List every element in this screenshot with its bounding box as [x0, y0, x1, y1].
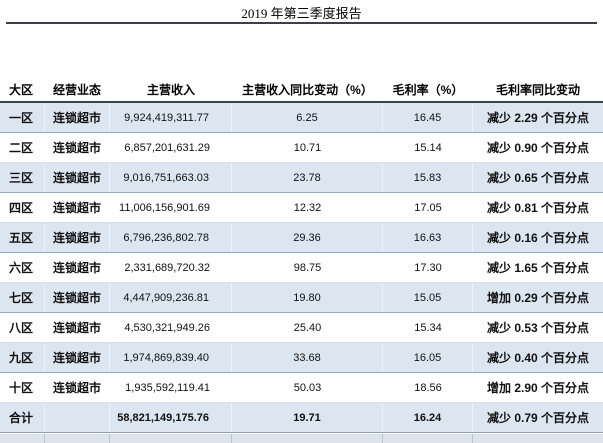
- cell-revenue: 4,447,909,236.81: [110, 283, 232, 312]
- table-row: 四区 连锁超市 11,006,156,901.69 12.32 17.05 减少…: [0, 193, 603, 223]
- cell-revenue: 1,935,592,119.41: [125, 381, 210, 394]
- cell-region: 十区: [9, 381, 34, 395]
- cell-revenue-yoy: 33.68: [232, 343, 383, 372]
- cell-business: [45, 403, 110, 432]
- cell-margin-change: 减少 0.79 个百分点: [486, 411, 590, 425]
- cell-business: 连锁超市: [45, 283, 110, 312]
- cell-business: 连锁超市: [45, 223, 110, 252]
- cell-revenue-yoy: 12.32: [293, 201, 322, 214]
- table-row: 十区 连锁超市 1,935,592,119.41 50.03 18.56 增加 …: [0, 373, 603, 403]
- cell-revenue-yoy: 10.71: [293, 141, 322, 154]
- cell-margin-change: 减少 0.90 个百分点: [486, 141, 590, 155]
- cell-revenue: 9,016,751,663.03: [110, 163, 232, 192]
- col-header-revenue-yoy: 主营收入同比变动（%）: [242, 83, 373, 97]
- cell-gross-margin: 18.56: [414, 381, 442, 394]
- cell-margin-change: 减少 0.16 个百分点: [486, 231, 590, 245]
- cell-margin-change: 减少 1.65 个百分点: [486, 261, 590, 275]
- cell-revenue-yoy: 50.03: [293, 381, 322, 394]
- cell-revenue: 9,924,419,311.77: [110, 103, 232, 132]
- cell-margin-change: 增加 2.90 个百分点: [486, 381, 590, 395]
- cell-margin-change: 减少 0.53 个百分点: [486, 321, 590, 335]
- table-row: 七区 连锁超市 4,447,909,236.81 19.80 15.05 增加 …: [0, 283, 603, 313]
- title-divider: [6, 22, 597, 24]
- cell-total-label: 合计: [0, 403, 45, 432]
- cell-gross-margin: 15.05: [383, 283, 473, 312]
- table-total-row: 合计 58,821,149,175.76 19.71 16.24 减少 0.79…: [0, 403, 603, 433]
- cutoff-cell: [0, 434, 45, 443]
- report-title: 2019 年第三季度报告: [241, 6, 362, 21]
- cell-region: 三区: [0, 163, 45, 192]
- cell-gross-margin: 16.24: [383, 403, 473, 432]
- cell-revenue: 4,530,321,949.26: [124, 321, 210, 334]
- col-header-revenue: 主营收入: [146, 83, 195, 97]
- col-header-business: 经营业态: [53, 83, 102, 97]
- cell-revenue: 1,974,869,839.40: [110, 343, 232, 372]
- cell-gross-margin: 16.45: [383, 103, 473, 132]
- cell-revenue-yoy: 98.75: [293, 261, 322, 274]
- cell-margin-change: 减少 0.40 个百分点: [486, 351, 590, 365]
- cell-revenue-yoy: 19.71: [232, 403, 383, 432]
- table-row: 五区 连锁超市 6,796,236,802.78 29.36 16.63 减少 …: [0, 223, 603, 253]
- cutoff-cell: [473, 434, 603, 443]
- col-header-region: 大区: [9, 83, 34, 97]
- cell-gross-margin: 17.05: [414, 201, 442, 214]
- cell-region: 五区: [0, 223, 45, 252]
- cell-gross-margin: 17.30: [414, 261, 442, 274]
- cell-revenue: 6,857,201,631.29: [124, 141, 210, 154]
- cell-revenue: 6,796,236,802.78: [110, 223, 232, 252]
- table-bottom-cutoff-row: [0, 434, 603, 443]
- cutoff-cell: [232, 434, 383, 443]
- cell-region: 四区: [9, 201, 34, 215]
- cell-revenue-yoy: 25.40: [293, 321, 322, 334]
- cell-margin-change: 减少 0.81 个百分点: [486, 201, 590, 215]
- cell-business: 连锁超市: [45, 163, 110, 192]
- table-row: 九区 连锁超市 1,974,869,839.40 33.68 16.05 减少 …: [0, 343, 603, 373]
- cell-revenue-yoy: 29.36: [232, 223, 383, 252]
- cell-business: 连锁超市: [53, 201, 102, 215]
- cell-revenue-yoy: 23.78: [232, 163, 383, 192]
- table-row: 二区 连锁超市 6,857,201,631.29 10.71 15.14 减少 …: [0, 133, 603, 163]
- cell-region: 九区: [0, 343, 45, 372]
- cell-revenue-yoy: 19.80: [232, 283, 383, 312]
- cell-gross-margin: 16.63: [383, 223, 473, 252]
- report-table: 大区 经营业态 主营收入 主营收入同比变动（%） 毛利率（%） 毛利率同比变动 …: [0, 78, 603, 443]
- cell-gross-margin: 15.14: [414, 141, 442, 154]
- table-row: 一区 连锁超市 9,924,419,311.77 6.25 16.45 减少 2…: [0, 103, 603, 133]
- table-row: 八区 连锁超市 4,530,321,949.26 25.40 15.34 减少 …: [0, 313, 603, 343]
- cell-revenue: 11,006,156,901.69: [119, 201, 210, 214]
- cell-business: 连锁超市: [45, 103, 110, 132]
- cell-gross-margin: 15.83: [383, 163, 473, 192]
- cutoff-cell: [110, 434, 232, 443]
- cutoff-cell: [383, 434, 473, 443]
- cell-margin-change: 减少 0.65 个百分点: [486, 171, 590, 185]
- col-header-margin-change: 毛利率同比变动: [495, 83, 580, 97]
- cell-region: 二区: [9, 141, 34, 155]
- cell-gross-margin: 15.34: [414, 321, 442, 334]
- cell-business: 连锁超市: [53, 321, 102, 335]
- cell-revenue: 58,821,149,175.76: [110, 403, 232, 432]
- table-row: 六区 连锁超市 2,331,689,720.32 98.75 17.30 减少 …: [0, 253, 603, 283]
- cell-margin-change: 减少 2.29 个百分点: [486, 111, 590, 125]
- table-header-row: 大区 经营业态 主营收入 主营收入同比变动（%） 毛利率（%） 毛利率同比变动: [0, 78, 603, 103]
- cell-business: 连锁超市: [53, 381, 102, 395]
- cell-margin-change: 增加 0.29 个百分点: [486, 291, 590, 305]
- cell-gross-margin: 16.05: [383, 343, 473, 372]
- table-row: 三区 连锁超市 9,016,751,663.03 23.78 15.83 减少 …: [0, 163, 603, 193]
- cell-revenue: 2,331,689,720.32: [124, 261, 210, 274]
- cell-business: 连锁超市: [53, 141, 102, 155]
- cell-region: 六区: [9, 261, 34, 275]
- cell-region: 七区: [0, 283, 45, 312]
- cell-business: 连锁超市: [53, 261, 102, 275]
- col-header-gross-margin: 毛利率（%）: [392, 83, 464, 97]
- cutoff-cell: [45, 434, 110, 443]
- cell-region: 八区: [9, 321, 34, 335]
- cell-region: 一区: [0, 103, 45, 132]
- cell-business: 连锁超市: [45, 343, 110, 372]
- cell-revenue-yoy: 6.25: [232, 103, 383, 132]
